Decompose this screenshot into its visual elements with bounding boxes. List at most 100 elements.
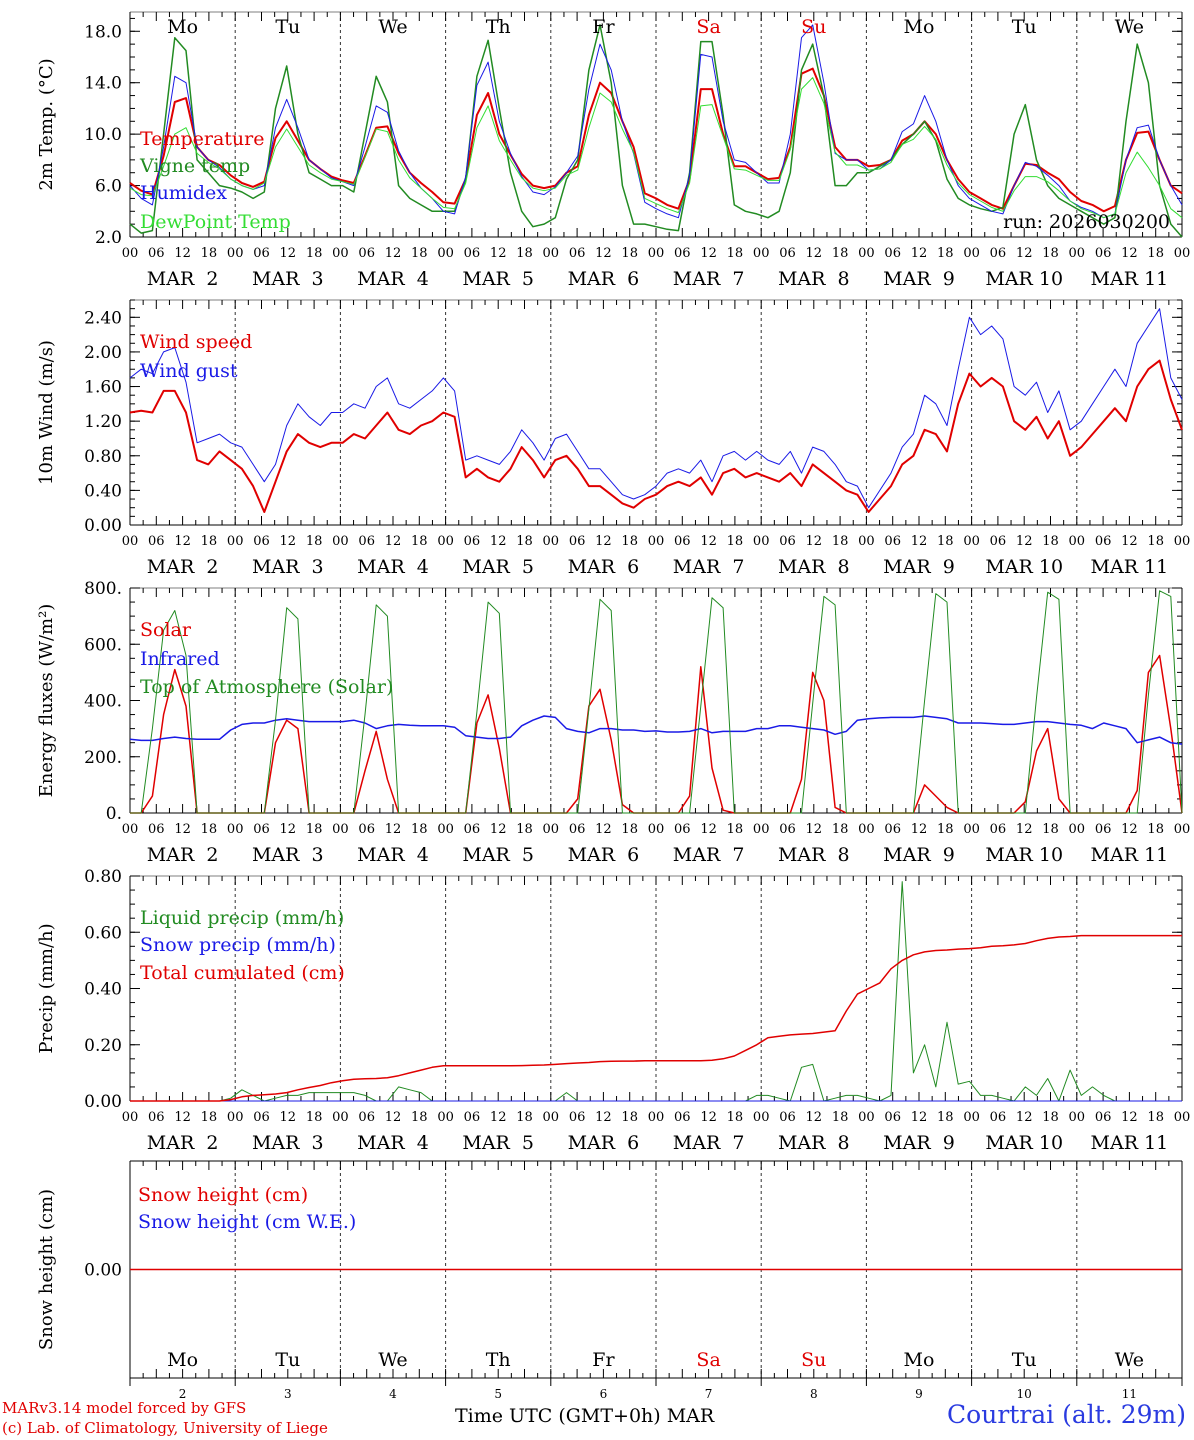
weekday-label-bottom: Su: [801, 1349, 826, 1371]
hour-tick-label: 18: [621, 534, 638, 549]
hour-tick-label: 06: [569, 822, 586, 837]
hour-tick-label: 00: [1069, 534, 1086, 549]
legend-infrared: Infrared: [140, 648, 220, 670]
hour-tick-label: 06: [674, 246, 691, 261]
y-tick-label: 0.40: [84, 481, 122, 501]
date-label: MAR 11: [1091, 268, 1169, 290]
hour-tick-label: 06: [358, 1110, 375, 1125]
weekday-label-bottom: Mo: [904, 1349, 935, 1371]
hour-tick-label: 12: [280, 246, 297, 261]
hour-tick-label: 06: [779, 1110, 796, 1125]
hour-tick-label: 12: [174, 822, 191, 837]
date-label: MAR 11: [1091, 1132, 1169, 1154]
date-label: MAR 4: [357, 1132, 429, 1154]
y-axis-label: Precip (mm/h): [36, 923, 57, 1053]
hour-tick-label: 18: [937, 246, 954, 261]
hour-tick-label: 18: [727, 246, 744, 261]
hour-tick-label: 00: [437, 534, 454, 549]
y-tick-label: 800.: [84, 579, 122, 599]
date-label: MAR 8: [778, 268, 850, 290]
weekday-label-top: Mo: [904, 16, 935, 38]
credit-line-1: MARv3.14 model forced by GFS: [2, 1399, 247, 1417]
y-tick-label: 200.: [84, 748, 122, 768]
series-line-infrared: [129, 715, 1183, 745]
hour-tick-label: 00: [1174, 534, 1191, 549]
hour-tick-label: 12: [1121, 534, 1138, 549]
hour-tick-label: 12: [490, 534, 507, 549]
date-label: MAR 5: [462, 268, 534, 290]
hour-tick-label: 00: [543, 1110, 560, 1125]
y-tick-label: 0.00: [84, 1261, 122, 1281]
date-label: MAR 8: [778, 1132, 850, 1154]
legend-snow-height-cm-: Snow height (cm): [138, 1184, 308, 1206]
date-label: MAR 7: [673, 556, 745, 578]
hour-tick-label: 06: [253, 534, 270, 549]
hour-tick-label: 00: [332, 246, 349, 261]
hour-tick-label: 12: [806, 246, 823, 261]
hour-tick-label: 12: [490, 1110, 507, 1125]
hour-tick-label: 06: [1095, 246, 1112, 261]
legend-liquid-precip-mm-h-: Liquid precip (mm/h): [140, 907, 344, 929]
hour-tick-label: 12: [280, 822, 297, 837]
hour-tick-label: 12: [385, 534, 402, 549]
hour-tick-label: 00: [332, 534, 349, 549]
hour-tick-label: 06: [569, 1110, 586, 1125]
weekday-label-top: Th: [486, 16, 511, 38]
hour-tick-label: 18: [1147, 246, 1164, 261]
date-label: MAR 3: [252, 1132, 324, 1154]
hour-tick-label: 18: [937, 1110, 954, 1125]
weekday-label-bottom: Tu: [1012, 1349, 1037, 1371]
hour-tick-label: 00: [1069, 822, 1086, 837]
hour-tick-label: 18: [201, 822, 218, 837]
hour-tick-label: 18: [727, 1110, 744, 1125]
hour-tick-label: 00: [648, 822, 665, 837]
y-tick-label: 0.80: [84, 447, 122, 467]
y-tick-label: 0.40: [84, 980, 122, 1000]
date-label: MAR 2: [147, 268, 219, 290]
y-tick-label: 10.0: [84, 125, 122, 145]
date-label: MAR 5: [462, 1132, 534, 1154]
hour-tick-label: 12: [1016, 246, 1033, 261]
date-label: MAR 9: [883, 1132, 955, 1154]
hour-tick-label: 00: [753, 822, 770, 837]
hour-tick-label: 00: [437, 1110, 454, 1125]
weekday-label-bottom: Th: [486, 1349, 511, 1371]
hour-tick-label: 06: [464, 1110, 481, 1125]
date-label: MAR 7: [673, 268, 745, 290]
hour-tick-label: 00: [227, 822, 244, 837]
hour-tick-label: 12: [174, 534, 191, 549]
hour-tick-label: 06: [358, 822, 375, 837]
date-label: MAR 3: [252, 844, 324, 866]
station-location: Courtrai (alt. 29m): [947, 1400, 1186, 1429]
hour-tick-label: 00: [963, 534, 980, 549]
panel-energy: 0. 200. 400. 600. 800. Energy fluxes (W/m²) 00…: [36, 579, 1190, 866]
hour-tick-label: 00: [648, 246, 665, 261]
date-label: MAR 10: [985, 268, 1063, 290]
date-label: MAR 4: [357, 268, 429, 290]
hour-tick-label: 12: [490, 822, 507, 837]
hour-tick-label: 18: [937, 534, 954, 549]
date-label: MAR 9: [883, 844, 955, 866]
hour-tick-label: 06: [464, 534, 481, 549]
hour-tick-label: 12: [385, 822, 402, 837]
hour-tick-label: 18: [832, 822, 849, 837]
date-label: MAR 6: [568, 268, 640, 290]
hour-tick-label: 12: [806, 1110, 823, 1125]
hour-tick-label: 18: [516, 246, 533, 261]
y-tick-label: 0.00: [84, 1092, 122, 1112]
hour-tick-label: 06: [674, 1110, 691, 1125]
hour-tick-label: 12: [174, 246, 191, 261]
hour-tick-label: 06: [569, 246, 586, 261]
date-label: MAR 10: [985, 556, 1063, 578]
date-label: MAR 10: [985, 1132, 1063, 1154]
day-number-label: 2: [179, 1387, 187, 1401]
hour-tick-label: 00: [437, 822, 454, 837]
hour-tick-label: 06: [990, 534, 1007, 549]
hour-tick-label: 06: [884, 822, 901, 837]
hour-tick-label: 12: [1016, 1110, 1033, 1125]
hour-tick-label: 06: [358, 246, 375, 261]
hour-tick-label: 00: [963, 246, 980, 261]
date-label: MAR 10: [985, 844, 1063, 866]
hour-tick-label: 06: [990, 246, 1007, 261]
credit-line-2: (c) Lab. of Climatology, University of L…: [2, 1419, 328, 1437]
